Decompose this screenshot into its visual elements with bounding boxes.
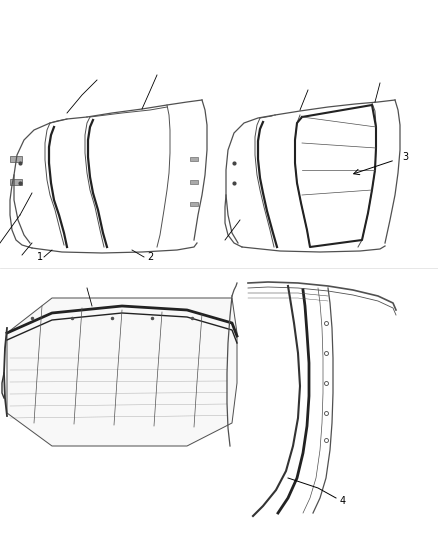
Bar	[10, 156, 22, 162]
Text: 1: 1	[37, 252, 43, 262]
Bar	[10, 179, 22, 185]
Bar	[190, 157, 198, 161]
Bar	[190, 202, 198, 206]
Text: 3: 3	[402, 152, 408, 162]
Bar	[190, 180, 198, 184]
Polygon shape	[7, 298, 237, 446]
Text: 4: 4	[340, 496, 346, 506]
Text: 2: 2	[147, 252, 153, 262]
